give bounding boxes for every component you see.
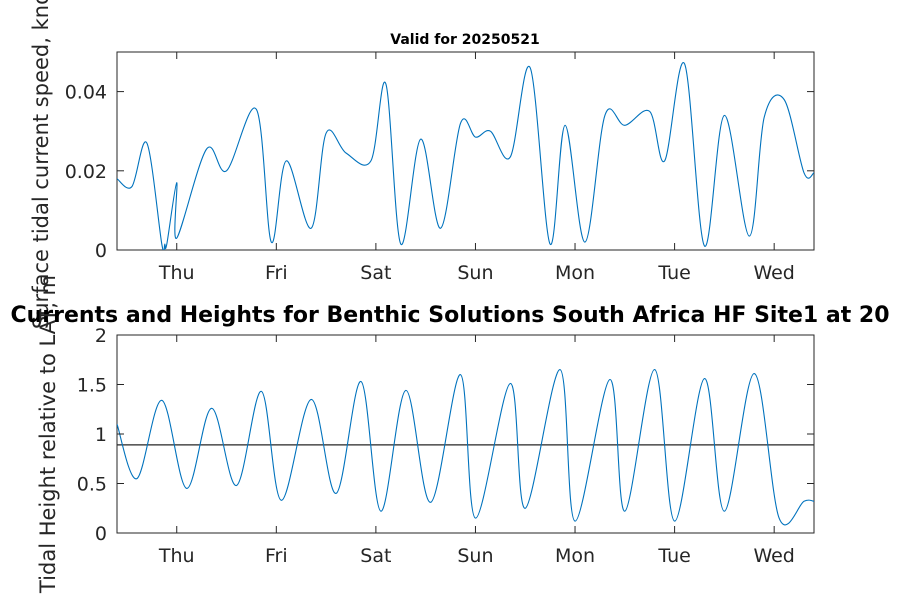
bottom-x-ticks: Thu Fri Sat Sun Mon Tue Wed bbox=[158, 335, 795, 567]
top-x-tick-label: Fri bbox=[265, 262, 288, 284]
bottom-y-tick-label: 1.5 bbox=[77, 375, 107, 397]
bottom-x-tick-label: Sun bbox=[457, 545, 493, 567]
top-y-tick-label: 0.02 bbox=[65, 161, 107, 183]
top-x-ticks: Thu Fri Sat Sun Mon Tue Wed bbox=[158, 52, 795, 284]
bottom-plot-frame bbox=[116, 334, 815, 534]
bottom-y-ticks: 0 0.5 1 1.5 2 bbox=[77, 325, 814, 545]
top-x-tick-label: Tue bbox=[657, 262, 690, 284]
tidal-height-plot bbox=[117, 369, 814, 526]
bottom-y-tick-label: 0.5 bbox=[77, 474, 107, 496]
bottom-x-tick-label: Tue bbox=[657, 545, 690, 567]
top-y-tick-label: 0 bbox=[95, 240, 107, 262]
top-x-tick-label: Wed bbox=[753, 262, 794, 284]
top-series-line bbox=[117, 62, 814, 250]
top-x-tick-label: Sat bbox=[360, 262, 391, 284]
bottom-y-axis-label: Tidal Height relative to LAT, m bbox=[36, 275, 60, 594]
top-y-axis-label: Surface tidal current speed, knots bbox=[29, 0, 53, 329]
current-speed-plot bbox=[117, 62, 814, 250]
bottom-title: Currents and Heights for Benthic Solutio… bbox=[10, 303, 889, 328]
bottom-y-tick-label: 0 bbox=[95, 523, 107, 545]
bottom-x-tick-label: Wed bbox=[753, 545, 794, 567]
top-y-tick-label: 0.04 bbox=[65, 82, 107, 104]
current-speed-axes: 0 0.02 0.04 Thu Fri Sat Sun Mon Tue Wed Valid fo… bbox=[29, 0, 815, 329]
bottom-y-tick-label: 2 bbox=[95, 325, 107, 347]
top-plot-frame bbox=[116, 51, 815, 251]
bottom-x-tick-label: Sat bbox=[360, 545, 391, 567]
bottom-x-tick-label: Thu bbox=[158, 545, 195, 567]
top-title: Valid for 20250521 bbox=[390, 32, 539, 48]
bottom-x-tick-label: Mon bbox=[555, 545, 595, 567]
top-y-ticks: 0 0.02 0.04 bbox=[65, 82, 814, 262]
tidal-height-axes: 0 0.5 1 1.5 2 Thu Fri Sat Sun Mon Tue Wed Currents… bbox=[10, 275, 889, 594]
bottom-x-tick-label: Fri bbox=[265, 545, 288, 567]
top-x-tick-label: Thu bbox=[158, 262, 195, 284]
bottom-series-line bbox=[117, 369, 814, 526]
top-x-tick-label: Sun bbox=[457, 262, 493, 284]
bottom-y-tick-label: 1 bbox=[95, 424, 107, 446]
top-x-tick-label: Mon bbox=[555, 262, 595, 284]
